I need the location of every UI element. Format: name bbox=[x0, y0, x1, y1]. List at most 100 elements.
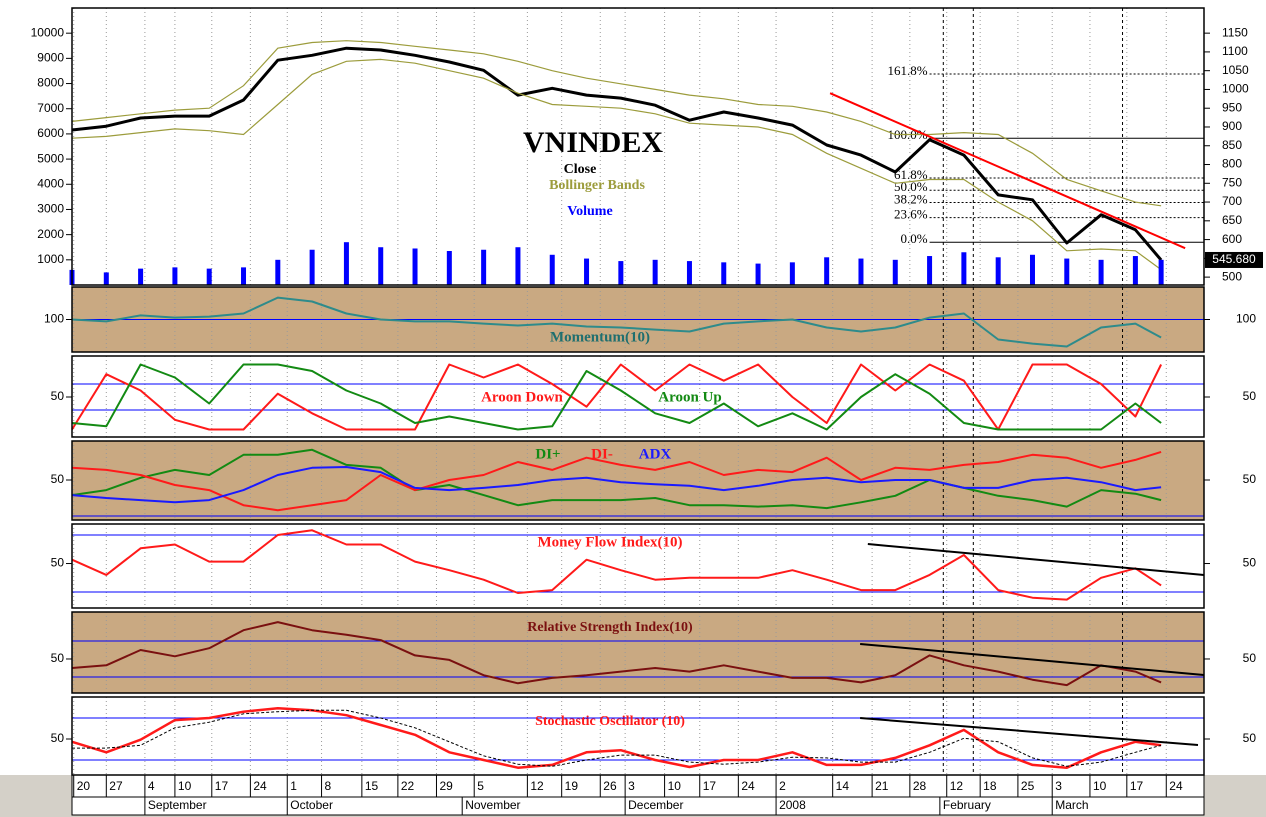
date-axis-bg bbox=[71, 774, 1205, 816]
x-tick-label: 1 bbox=[290, 779, 297, 793]
x-tick-label: 24 bbox=[741, 779, 755, 793]
y2-tick-label: 1050 bbox=[1222, 63, 1249, 77]
series-line bbox=[71, 46, 1163, 261]
panel-bg bbox=[72, 356, 1204, 437]
month-label: February bbox=[943, 798, 991, 812]
y-tick-label-right: 100 bbox=[1236, 312, 1256, 326]
month-label: November bbox=[465, 798, 520, 812]
y2-tick-label: 1100 bbox=[1222, 44, 1248, 58]
volume-bar bbox=[412, 248, 418, 285]
volume-bar bbox=[789, 262, 795, 285]
x-tick-label: 10 bbox=[1093, 779, 1107, 793]
y-tick-label: 50 bbox=[51, 731, 65, 745]
volume-bar bbox=[652, 259, 658, 285]
panel-title: Relative Strength Index(10) bbox=[527, 620, 693, 635]
panel-frame bbox=[71, 7, 1205, 286]
month-label: October bbox=[290, 798, 333, 812]
y2-tick-label: 650 bbox=[1222, 213, 1242, 227]
trend-line bbox=[829, 92, 1186, 250]
panel-frame bbox=[71, 440, 1205, 521]
y2-tick-label: 700 bbox=[1222, 194, 1242, 208]
legend-label: ADX bbox=[639, 446, 672, 462]
volume-bar bbox=[446, 251, 452, 285]
y-tick-label: 5000 bbox=[37, 151, 64, 165]
fib-label: 61.8% bbox=[894, 167, 928, 182]
series-line bbox=[71, 363, 1162, 431]
panel-bg bbox=[72, 697, 1204, 775]
y2-tick-label: 600 bbox=[1222, 232, 1242, 246]
y2-tick-label: 1150 bbox=[1222, 25, 1248, 39]
x-tick-label: 3 bbox=[628, 779, 635, 793]
y-tick-label: 50 bbox=[51, 472, 65, 486]
panel-title: Momentum(10) bbox=[550, 329, 650, 345]
x-tick-label: 17 bbox=[1130, 779, 1144, 793]
x-tick-label: 24 bbox=[1169, 779, 1183, 793]
panel-frame bbox=[71, 355, 1205, 438]
volume-bar bbox=[721, 262, 727, 285]
volume-bar bbox=[927, 256, 933, 285]
volume-bar bbox=[309, 249, 315, 285]
panel-frame bbox=[71, 611, 1205, 694]
y-tick-label-right: 50 bbox=[1243, 556, 1257, 570]
x-tick-label: 14 bbox=[836, 779, 850, 793]
y2-tick-label: 500 bbox=[1222, 269, 1242, 283]
volume-bar bbox=[1132, 256, 1138, 285]
volume-bar bbox=[515, 247, 521, 285]
legend-label: Close bbox=[564, 162, 597, 177]
volume-bar bbox=[103, 272, 109, 285]
fib-label: 0.0% bbox=[900, 231, 927, 246]
volume-bar bbox=[995, 257, 1001, 285]
x-tick-label: 19 bbox=[565, 779, 579, 793]
series-line bbox=[71, 466, 1162, 504]
last-value-box bbox=[1205, 251, 1263, 268]
x-tick-label: 26 bbox=[603, 779, 617, 793]
x-tick-label: 25 bbox=[1021, 779, 1035, 793]
x-tick-label: 21 bbox=[875, 779, 889, 793]
panel-title: VNINDEX bbox=[523, 126, 663, 159]
x-tick-label: 15 bbox=[365, 779, 379, 793]
band-lower bbox=[71, 58, 1162, 271]
y-tick-label: 7000 bbox=[37, 101, 64, 115]
volume-bar bbox=[241, 267, 247, 285]
volume-bar bbox=[343, 242, 349, 285]
x-tick-label: 24 bbox=[253, 779, 267, 793]
volume-bar bbox=[481, 249, 487, 285]
volume-bar bbox=[138, 268, 144, 285]
y-tick-label: 50 bbox=[51, 389, 65, 403]
x-tick-label: 12 bbox=[530, 779, 544, 793]
fib-label: 161.8% bbox=[887, 63, 927, 78]
y-tick-label: 100 bbox=[44, 312, 64, 326]
x-tick-label: 10 bbox=[178, 779, 192, 793]
y-tick-label-right: 50 bbox=[1243, 651, 1257, 665]
volume-bar bbox=[686, 261, 692, 285]
legend-label: Aroon Down bbox=[481, 389, 563, 405]
volume-bar bbox=[206, 268, 212, 285]
y-tick-label-right: 50 bbox=[1243, 731, 1257, 745]
legend-label: Volume bbox=[567, 204, 612, 219]
month-label: March bbox=[1055, 798, 1088, 812]
volume-bar bbox=[824, 257, 830, 285]
legend-label: DI- bbox=[591, 446, 613, 462]
x-tick-label: 22 bbox=[401, 779, 415, 793]
series-line bbox=[71, 296, 1162, 348]
volume-bar bbox=[892, 259, 898, 285]
y-tick-label: 10000 bbox=[31, 25, 65, 39]
x-tick-label: 29 bbox=[439, 779, 453, 793]
trend-line bbox=[867, 543, 1205, 577]
panel-title: Money Flow Index(10) bbox=[538, 534, 683, 550]
volume-bar bbox=[1029, 254, 1035, 285]
volume-bar bbox=[275, 259, 281, 285]
volume-bar bbox=[172, 267, 178, 285]
x-tick-label: 8 bbox=[325, 779, 332, 793]
y-tick-label: 6000 bbox=[37, 126, 64, 140]
volume-bar bbox=[378, 247, 384, 285]
y-tick-label: 9000 bbox=[37, 51, 64, 65]
series-line bbox=[72, 709, 1162, 767]
x-tick-label: 18 bbox=[983, 779, 997, 793]
x-tick-label: 10 bbox=[668, 779, 682, 793]
y-tick-label: 3000 bbox=[37, 202, 64, 216]
volume-bar bbox=[755, 263, 761, 285]
x-tick-label: 17 bbox=[703, 779, 717, 793]
series-line bbox=[71, 363, 1162, 431]
